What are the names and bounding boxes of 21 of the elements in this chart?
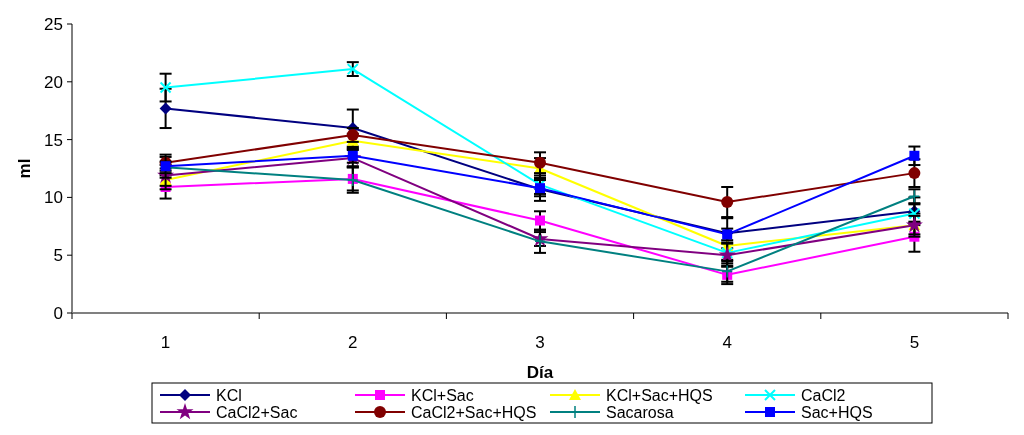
- y-tick-label: 25: [44, 14, 63, 34]
- legend-label: Sacarosa: [606, 403, 674, 421]
- x-tick-label: 5: [909, 333, 920, 352]
- legend-label: KCl: [216, 386, 242, 404]
- x-tick-label: 1: [160, 333, 171, 352]
- y-tick-label: 15: [44, 130, 63, 150]
- y-tick-label: 20: [44, 72, 63, 92]
- x-tick-label: 2: [348, 333, 358, 352]
- legend-label: CaCl2: [801, 386, 846, 404]
- x-tick-label: 4: [722, 333, 732, 352]
- y-tick-label: 10: [44, 188, 63, 208]
- y-tick-label: 0: [53, 303, 63, 323]
- legend-label: KCl+Sac+HQS: [606, 386, 713, 404]
- y-tick-label: 5: [53, 246, 63, 266]
- legend-label: Sac+HQS: [801, 403, 873, 421]
- y-axis-title: ml: [15, 158, 34, 179]
- legend-label: CaCl2+Sac: [216, 403, 298, 421]
- legend-label: CaCl2+Sac+HQS: [411, 403, 537, 421]
- x-tick-label: 3: [535, 333, 545, 352]
- x-axis-title: Día: [526, 363, 554, 382]
- legend-label: KCl+Sac: [411, 386, 474, 404]
